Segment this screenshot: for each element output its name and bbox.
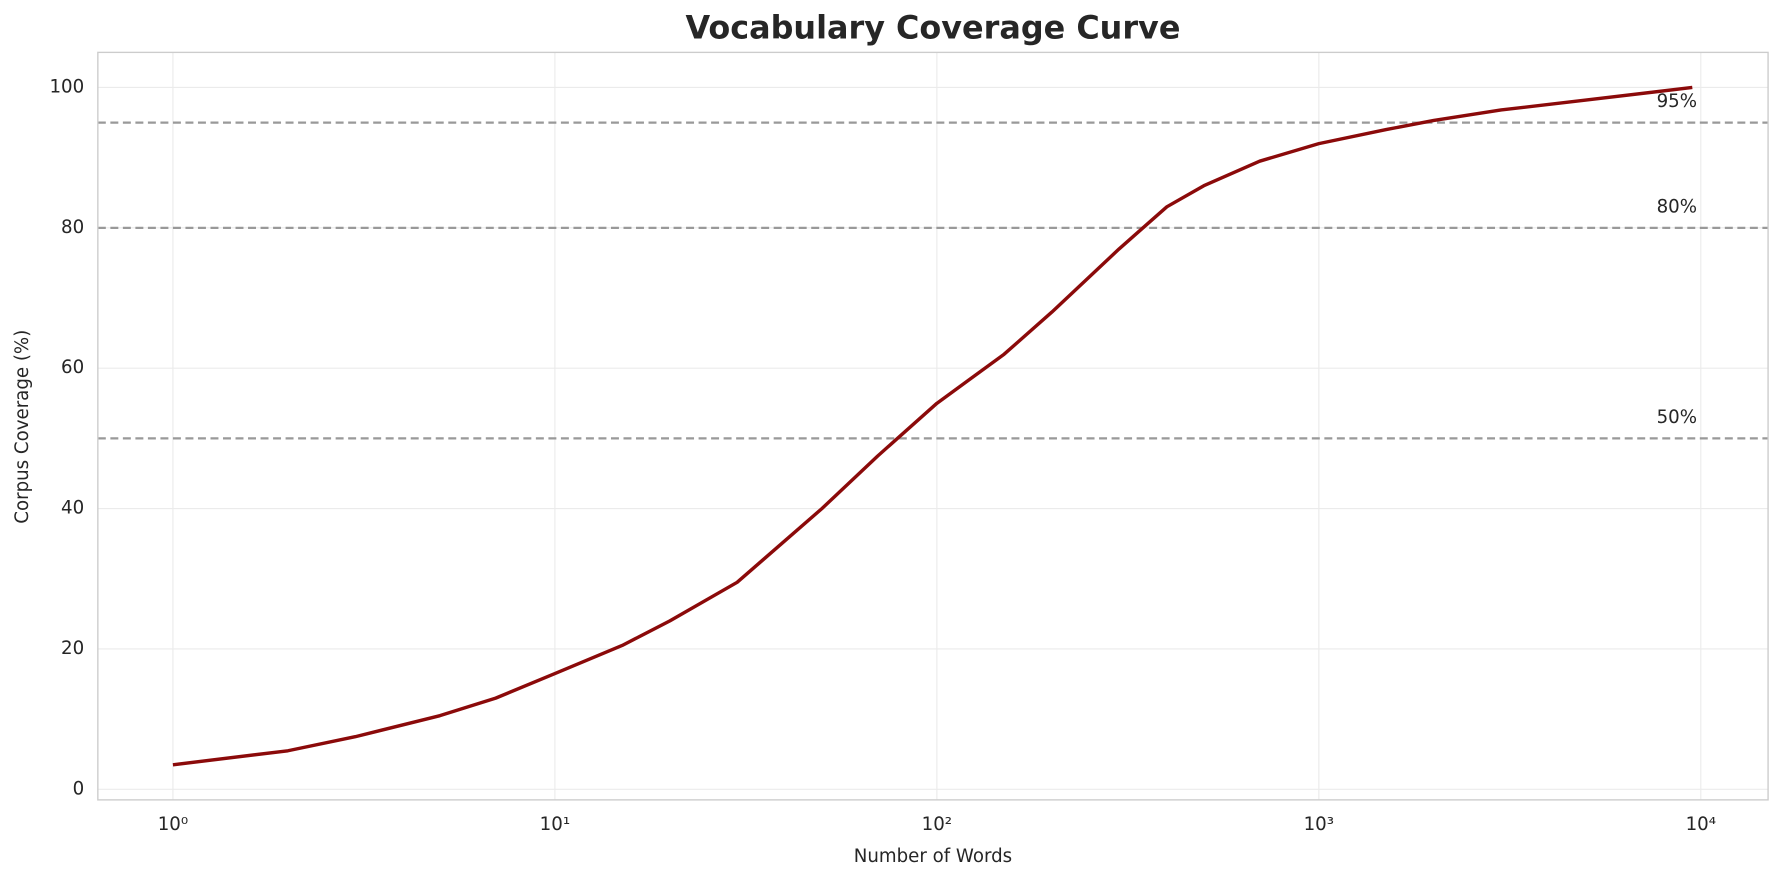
- y-tick-label: 0: [73, 778, 85, 799]
- y-axis-label: Corpus Coverage (%): [12, 330, 33, 524]
- x-tick-label: 10²: [922, 814, 952, 835]
- data-line: [172, 85, 1693, 767]
- reference-label: 50%: [1657, 407, 1697, 428]
- reference-label: 80%: [1657, 196, 1697, 217]
- x-tick-label: 10⁴: [1686, 814, 1716, 835]
- x-axis-label: Number of Words: [854, 846, 1012, 867]
- y-tick-label: 40: [61, 498, 84, 519]
- y-tick-label: 80: [61, 217, 84, 238]
- marks: 95% 80% 50%: [97, 85, 1769, 767]
- grid: [97, 52, 1769, 800]
- plot-frame: [97, 51, 1769, 801]
- y-tick-label: 20: [61, 638, 84, 659]
- x-tick-label: 10⁰: [158, 814, 188, 835]
- x-tick-label: 10³: [1304, 814, 1334, 835]
- y-tick-label: 60: [61, 357, 84, 378]
- x-tick-label: 10¹: [540, 814, 570, 835]
- reference-label: 95%: [1657, 91, 1697, 112]
- chart-title: Vocabulary Coverage Curve: [685, 9, 1180, 47]
- y-tick-label: 100: [49, 76, 84, 97]
